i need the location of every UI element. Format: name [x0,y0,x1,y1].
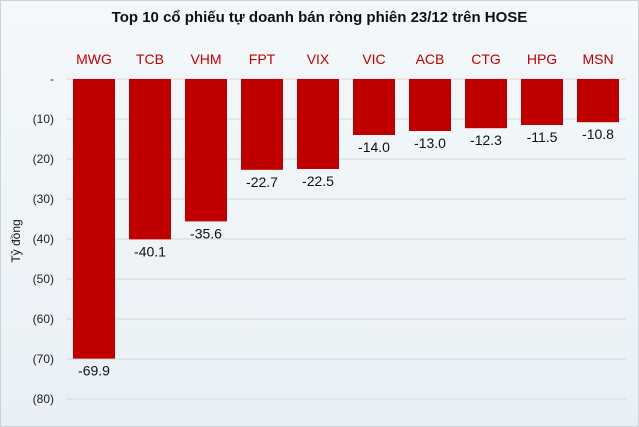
bar [521,79,563,125]
category-label: MWG [76,51,112,67]
y-tick-label: (60) [33,312,54,326]
bar [353,79,395,135]
data-label: -14.0 [358,139,390,155]
category-label: TCB [136,51,164,67]
data-label: -12.3 [470,132,502,148]
y-tick-label: (20) [33,152,54,166]
data-label: -22.5 [302,173,334,189]
bar [297,79,339,169]
category-label: ACB [416,51,445,67]
data-label: -40.1 [134,243,166,259]
data-label: -13.0 [414,135,446,151]
category-label: FPT [249,51,276,67]
bar [577,79,619,123]
category-label: VIX [307,51,330,67]
data-label: -35.6 [190,225,222,241]
y-tick-label: (70) [33,352,54,366]
category-label: VHM [190,51,221,67]
data-label: -10.8 [582,126,614,142]
category-label: CTG [471,51,501,67]
y-tick-label: (50) [33,272,54,286]
y-tick-label: (80) [33,392,54,406]
bar [465,79,507,129]
category-label: MSN [582,51,613,67]
category-label: HPG [527,51,557,67]
y-tick-label: - [50,72,54,86]
data-label: -11.5 [527,129,558,145]
bar [129,79,171,240]
bar [185,79,227,222]
category-label: VIC [362,51,385,67]
y-tick-label: (10) [33,112,54,126]
data-label: -69.9 [78,363,110,379]
bar [409,79,451,131]
y-tick-label: (30) [33,192,54,206]
bar [73,79,115,359]
chart-title: Top 10 cổ phiếu tự doanh bán ròng phiên … [111,9,528,26]
y-tick-label: (40) [33,232,54,246]
data-label: -22.7 [246,174,278,190]
bar [241,79,283,170]
